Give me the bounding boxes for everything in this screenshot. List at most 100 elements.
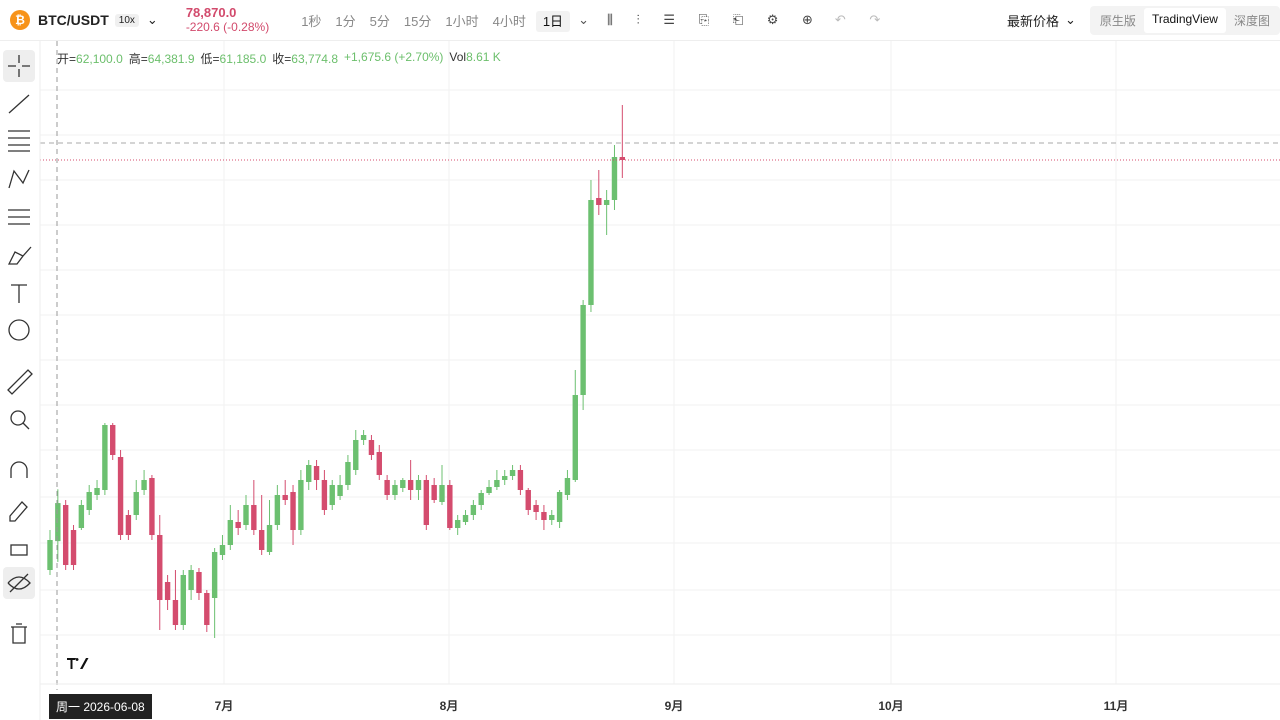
price-change: -220.6 (-0.28%): [185, 20, 270, 34]
candle-body: [517, 470, 524, 490]
interval[interactable]: 1日: [535, 10, 571, 32]
candle-body: [462, 515, 469, 522]
ohlc-legend: 开=62,100.0 高=64,381.9 低=61,185.0 收=63,77…: [57, 50, 501, 67]
candle-body: [572, 395, 578, 480]
candle-body: [392, 485, 398, 495]
x-tick-label: 8月: [440, 699, 459, 713]
candle-body: [94, 488, 100, 495]
interval[interactable]: 1秒: [301, 13, 322, 29]
candle-body: [78, 505, 85, 528]
candle-body: [110, 425, 116, 455]
candle-body: [564, 478, 571, 495]
crosshair-tool[interactable]: [8, 55, 30, 77]
candle-body: [556, 492, 563, 522]
candle-body: [502, 476, 508, 480]
candle-body: [180, 575, 186, 625]
view-tab[interactable]: 深度图: [1233, 13, 1270, 28]
interval[interactable]: 1小时: [445, 13, 479, 29]
drawing-tools[interactable]: [3, 50, 35, 644]
undo-redo[interactable]: ↶ ↷: [834, 12, 891, 27]
measure-tool[interactable]: [7, 369, 33, 395]
open-value: 62,100.0: [76, 52, 123, 66]
low-label: 低: [200, 52, 213, 66]
vol-value: 8.61 K: [466, 50, 501, 64]
pattern-tool[interactable]: [8, 169, 30, 189]
candle-body: [415, 480, 422, 490]
magnet-tool[interactable]: [10, 461, 28, 478]
candle-body: [306, 465, 312, 482]
line-tool[interactable]: [8, 94, 30, 114]
candle-body: [360, 435, 367, 440]
candle-body: [549, 515, 555, 520]
candle-body: [157, 535, 163, 600]
candle-body: [188, 570, 194, 590]
candle-body: [525, 490, 531, 510]
lock-draw-tool[interactable]: [9, 501, 28, 522]
intervals: 1秒 1分 5分 15分 1小时 4小时 1日: [287, 10, 571, 32]
candle-body: [47, 540, 53, 570]
candle-body: [580, 305, 586, 395]
prediction-tool[interactable]: [8, 209, 30, 225]
zoom-tool[interactable]: [10, 410, 26, 426]
brush-tool[interactable]: [7, 246, 32, 265]
close: 收=63,774.8: [272, 52, 338, 66]
candle-body: [55, 503, 61, 542]
candle-body: [596, 198, 602, 205]
candle-body: [400, 480, 406, 488]
candle-body: [133, 492, 139, 515]
view-tab[interactable]: TradingView: [1143, 7, 1226, 33]
candle-body: [321, 480, 328, 510]
vol-label: Vol: [449, 50, 467, 64]
candle-body: [423, 480, 430, 525]
candle-body: [611, 157, 618, 200]
candle-body: [196, 572, 202, 593]
candle-body: [102, 425, 108, 490]
price-type[interactable]: 最新价格: [1007, 13, 1060, 29]
candle-body: [266, 525, 273, 552]
interval[interactable]: 15分: [403, 13, 432, 29]
candle-body: [211, 552, 218, 598]
candle-body: [509, 470, 516, 476]
candle-body: [274, 495, 281, 525]
fib-tool[interactable]: [8, 130, 30, 152]
symbol[interactable]: BTC/USDT: [38, 12, 109, 28]
grid: [40, 41, 1280, 684]
toolbar: ₿ BTC/USDT 10x ⌄ 78,870.0 -220.6 (-0.28%…: [0, 0, 1280, 41]
candle-body: [204, 593, 210, 625]
candle-body: [313, 466, 320, 480]
delete-tool[interactable]: [11, 623, 27, 644]
candle-body: [125, 515, 132, 535]
emoji-tool[interactable]: [8, 319, 30, 341]
interval[interactable]: 4小时: [492, 13, 526, 29]
hide-tool[interactable]: [7, 573, 31, 593]
text-tool[interactable]: [11, 284, 27, 303]
lock-tool[interactable]: [10, 544, 28, 556]
candle-body: [258, 530, 265, 550]
coin-icon: ₿: [10, 10, 30, 30]
price-type-dropdown[interactable]: ⌄: [1065, 12, 1076, 27]
candle-body: [219, 545, 226, 555]
candle-body: [588, 200, 594, 305]
candle-body: [86, 492, 92, 510]
candle-body: [141, 480, 147, 490]
close-value: 63,774.8: [291, 52, 338, 66]
view-tab[interactable]: 原生版: [1099, 13, 1136, 28]
candle-body: [541, 512, 547, 520]
low: 低=61,185.0: [200, 52, 267, 66]
symbol-dropdown[interactable]: ⌄: [146, 12, 158, 27]
candle-body: [235, 522, 241, 528]
candle-body: [337, 485, 343, 496]
interval[interactable]: 5分: [369, 13, 390, 29]
price-box: 78,870.0 -220.6 (-0.28%): [186, 5, 269, 35]
interval-dropdown[interactable]: ⌄: [578, 12, 589, 27]
chart-tools[interactable]: ⫼ ⫶ ☰ ⎘ ⎗ ⚙ ⊕: [606, 12, 823, 27]
interval[interactable]: 1分: [335, 13, 356, 29]
candle-body: [447, 485, 453, 528]
x-axis: 7月 8月 9月 10月 11月: [215, 699, 1129, 713]
tool-active-bg: [3, 50, 35, 82]
candle-body: [384, 480, 390, 495]
view-tabs: 原生版 TradingView 深度图: [1089, 5, 1280, 35]
candle-body: [117, 457, 124, 535]
